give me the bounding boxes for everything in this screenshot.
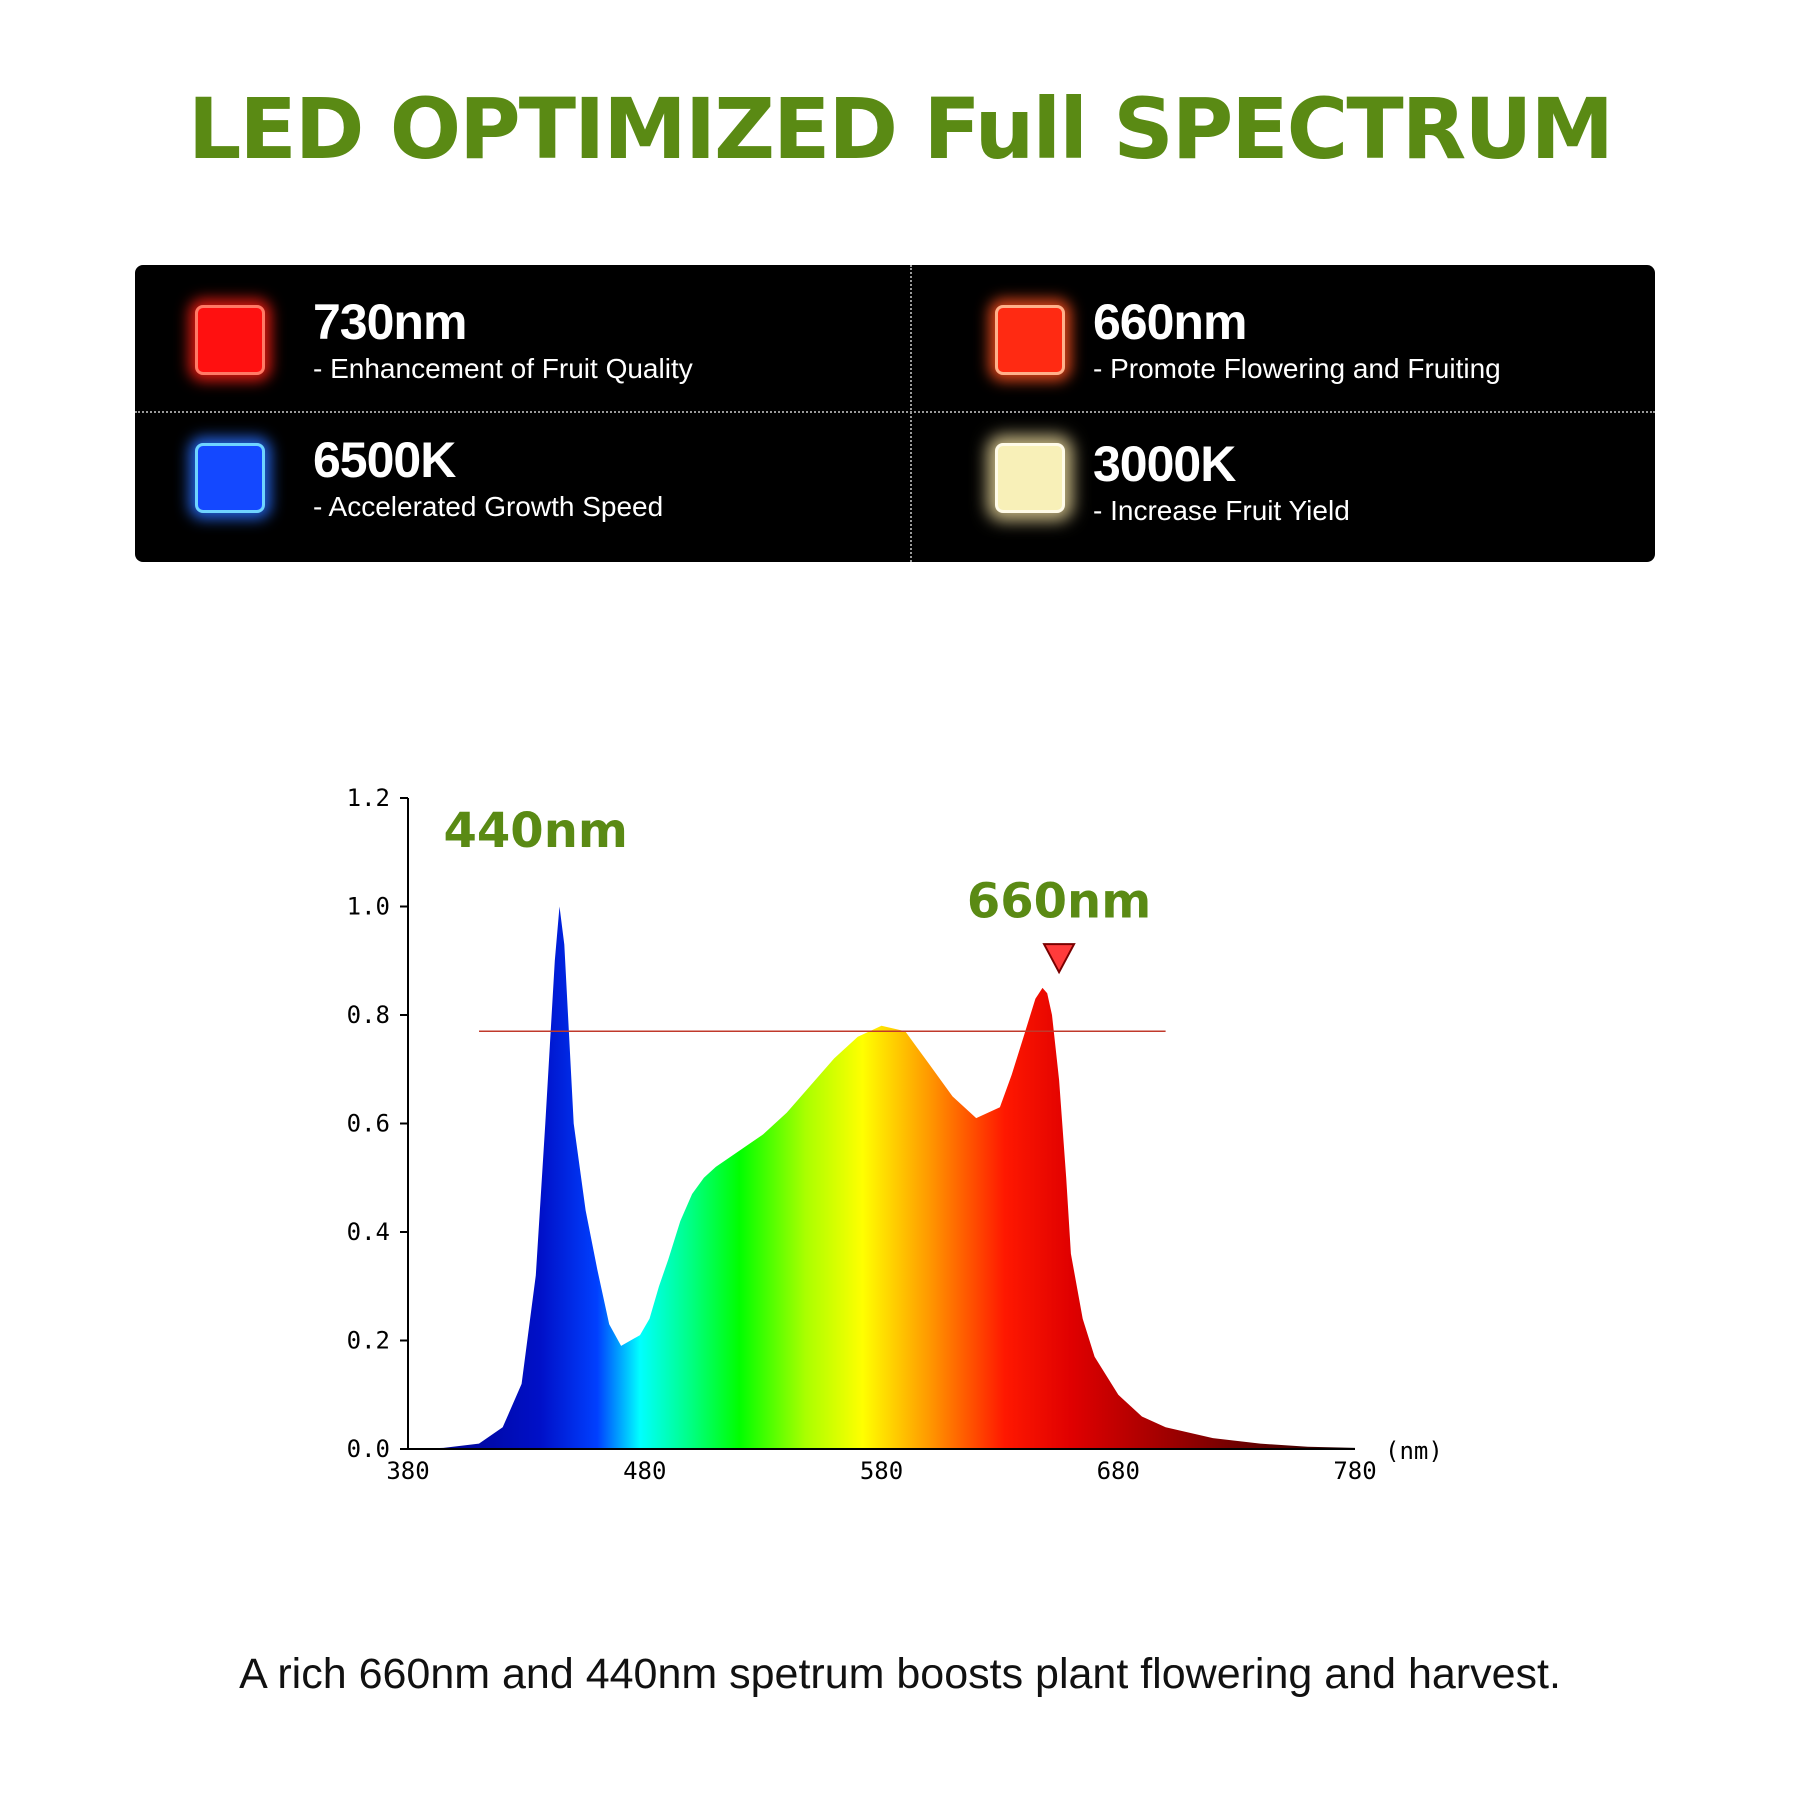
- x-tick-label: 680: [1097, 1457, 1140, 1485]
- y-tick-label: 0.8: [347, 1001, 390, 1029]
- deep-red-led-icon: [995, 305, 1065, 375]
- y-tick-label: 1.2: [347, 784, 390, 812]
- spectrum-item-title: 730nm: [313, 294, 467, 350]
- spectrum-item-730nm: 730nm - Enhancement of Fruit Quality: [135, 265, 895, 413]
- spectrum-area: [408, 906, 1355, 1449]
- page-title: LED OPTIMIZED Full SPECTRUM: [187, 80, 1614, 178]
- peak-label-440nm: 440nm: [444, 803, 628, 859]
- spectrum-item-description: - Enhancement of Fruit Quality: [313, 353, 693, 384]
- x-axis-label: (nm): [1385, 1437, 1443, 1465]
- blue-led-icon: [195, 443, 265, 513]
- spectrum-item-description: - Increase Fruit Yield: [1093, 495, 1350, 526]
- spectrum-item-title: 6500K: [313, 432, 456, 488]
- y-tick-label: 0.2: [347, 1327, 390, 1355]
- y-tick-label: 0.6: [347, 1110, 390, 1138]
- spectrum-item-6500k: 6500K - Accelerated Growth Speed: [135, 413, 895, 561]
- y-tick-label: 0.0: [347, 1435, 390, 1463]
- peak-label-660nm: 660nm: [967, 873, 1151, 929]
- x-tick-label: 480: [623, 1457, 666, 1485]
- y-tick-label: 0.4: [347, 1218, 390, 1246]
- red-led-icon: [195, 305, 265, 375]
- warm-white-led-icon: [995, 443, 1065, 513]
- spectrum-item-description: - Promote Flowering and Fruiting: [1093, 353, 1501, 384]
- spectrum-item-description: - Accelerated Growth Speed: [313, 491, 664, 522]
- down-triangle-marker-icon: [1042, 943, 1076, 975]
- spectrum-item-title: 3000K: [1093, 436, 1236, 492]
- footer-caption: A rich 660nm and 440nm spetrum boosts pl…: [239, 1650, 1561, 1698]
- spectrum-item-660nm: 660nm - Promote Flowering and Fruiting: [935, 265, 1655, 413]
- x-tick-label: 380: [386, 1457, 429, 1485]
- spectrum-info-panel: 730nm - Enhancement of Fruit Quality 660…: [135, 265, 1655, 562]
- x-tick-label: 580: [860, 1457, 903, 1485]
- spectrum-item-3000k: 3000K - Increase Fruit Yield: [935, 413, 1655, 561]
- spectrum-chart-svg: 0.0 0.2 0.4 0.6 0.8 1.0 1.2 380 480 580 680 780 (nm)…: [347, 784, 1443, 1485]
- y-tick-label: 1.0: [347, 893, 390, 921]
- vertical-divider: [910, 265, 912, 562]
- spectrum-item-title: 660nm: [1093, 294, 1247, 350]
- horizontal-divider: [135, 411, 1655, 413]
- spectrum-chart: 0.0 0.2 0.4 0.6 0.8 1.0 1.2 380 480 580 680 780 (nm)…: [0, 760, 1800, 1520]
- x-tick-label: 780: [1333, 1457, 1376, 1485]
